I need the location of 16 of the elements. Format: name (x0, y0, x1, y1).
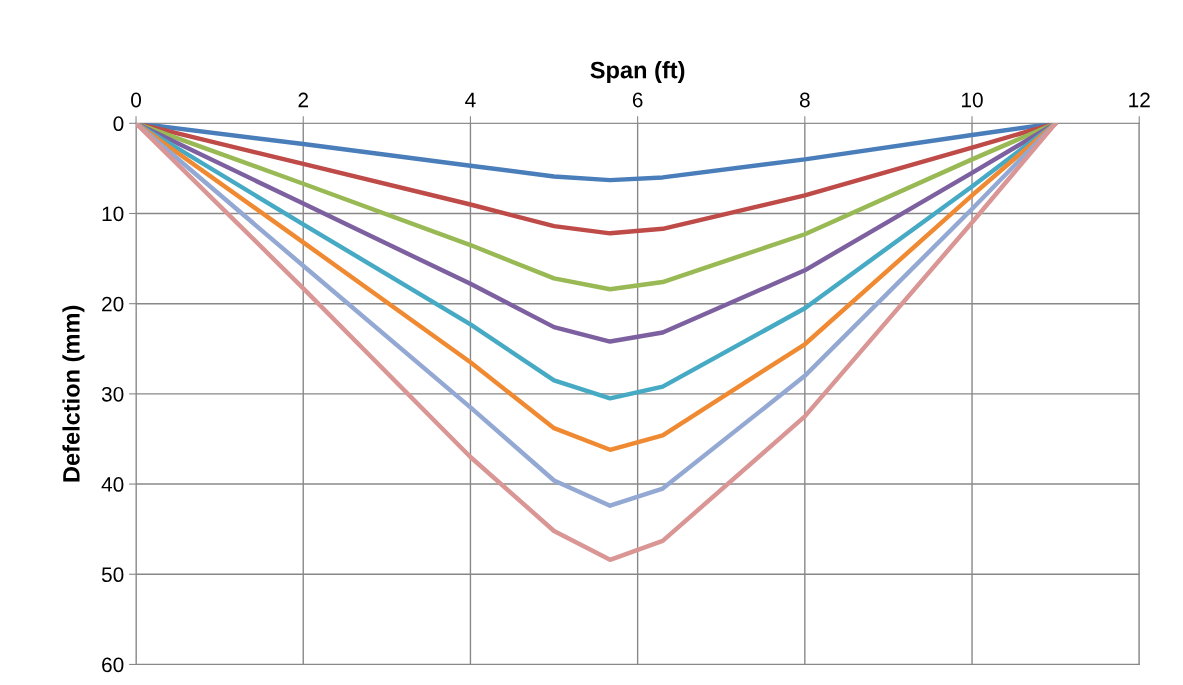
x-tick-label: 4 (465, 92, 476, 108)
y-tick-label: 10 (102, 206, 124, 222)
y-tick-label: 30 (101, 386, 124, 402)
y-tick-label: 50 (101, 567, 124, 583)
x-tick-label: 8 (799, 92, 810, 108)
x-tick-label: 2 (298, 92, 308, 108)
y-tick-label: 40 (101, 477, 124, 492)
y-tick-label: 20 (102, 296, 124, 312)
x-tick-label: 6 (632, 92, 643, 108)
x-tick-label: 12 (1129, 92, 1150, 108)
x-tick-label: 10 (962, 92, 983, 108)
y-tick-label: 60 (102, 657, 124, 673)
x-axis-title: Span (ft) (590, 61, 685, 84)
y-tick-label: 0 (113, 116, 124, 132)
x-tick-label: 0 (131, 92, 142, 108)
y-axis-title: Defelction (mm) (62, 305, 85, 482)
